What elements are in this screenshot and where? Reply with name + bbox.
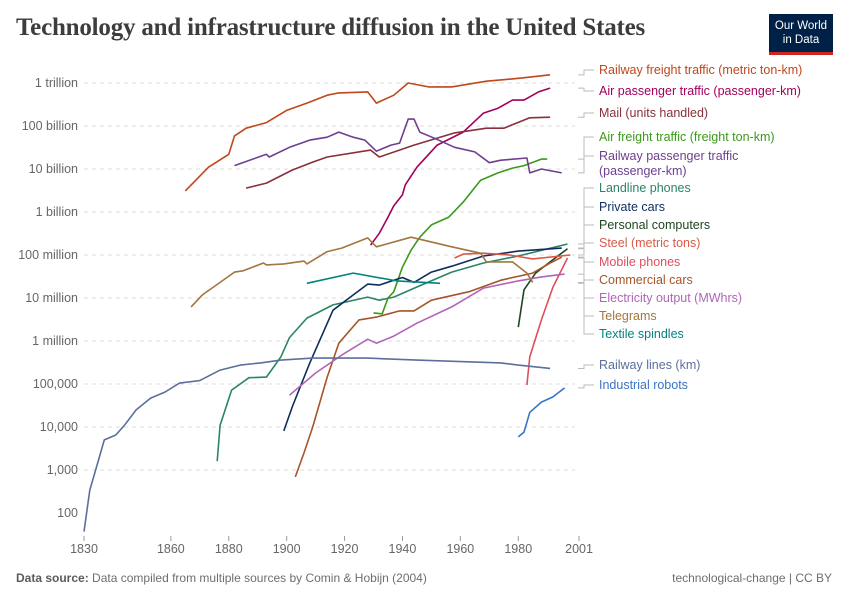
x-tick-label: 1960	[446, 542, 474, 556]
logo-line-1: Our World	[774, 20, 828, 32]
series-line	[369, 87, 551, 246]
legend-label: Commercial cars	[599, 273, 693, 287]
series-line	[190, 236, 534, 308]
series-line	[184, 74, 551, 192]
series-line	[216, 243, 568, 462]
legend-label: Air passenger traffic (passenger-km)	[599, 84, 801, 98]
legend-label: Railway freight traffic (metric ton-km)	[599, 63, 802, 77]
series-line	[294, 256, 563, 478]
x-tick-label: 1860	[157, 542, 185, 556]
series-line	[245, 116, 551, 189]
y-tick-label: 100 billion	[22, 119, 78, 133]
legend-connector	[578, 206, 594, 249]
legend-connector	[578, 273, 594, 299]
legend-label: Steel (metric tons)	[599, 236, 700, 250]
series-line	[83, 357, 551, 532]
legend-connector	[578, 257, 594, 263]
legend-label: Electricity output (MWhrs)	[599, 291, 742, 305]
legend-label: Industrial robots	[599, 378, 688, 392]
legend-label: Textile spindles	[599, 327, 684, 341]
legend-connector	[578, 224, 594, 250]
license-text[interactable]: technological-change | CC BY	[672, 571, 832, 585]
legend-label: Personal computers	[599, 218, 710, 232]
chart-title: Technology and infrastructure diffusion …	[16, 14, 646, 41]
legend-label: Private cars	[599, 200, 665, 214]
data-source: Data source: Data compiled from multiple…	[16, 571, 427, 585]
legend-connector	[578, 155, 594, 174]
legend-label: Railway passenger traffic (passenger-km)	[599, 149, 738, 178]
series-line	[517, 387, 566, 438]
x-tick-label: 1980	[504, 542, 532, 556]
series-line	[306, 272, 441, 285]
legend-label: Air freight traffic (freight ton-km)	[599, 130, 775, 144]
legend-label-line: Railway passenger traffic	[599, 149, 738, 163]
series-line	[454, 252, 571, 260]
legend-label: Mail (units handled)	[599, 106, 708, 120]
legend-connector	[578, 112, 594, 118]
x-tick-label: 2001	[565, 542, 593, 556]
source-text: Data compiled from multiple sources by C…	[92, 571, 427, 585]
legend-connector	[578, 87, 594, 92]
legend-connector	[578, 187, 594, 245]
y-tick-label: 10 million	[25, 291, 78, 305]
y-tick-label: 1 million	[32, 334, 78, 348]
y-tick-label: 10 billion	[29, 162, 78, 176]
legend-connector	[578, 69, 594, 76]
legend-connector	[578, 282, 594, 335]
legend-label: Railway lines (km)	[599, 358, 700, 372]
legend-connector	[578, 281, 594, 317]
y-tick-label: 1 billion	[36, 205, 78, 219]
owid-logo[interactable]: Our World in Data	[769, 14, 833, 55]
y-tick-label: 100 million	[18, 248, 78, 262]
legend-label: Mobile phones	[599, 255, 680, 269]
series-line	[517, 248, 568, 328]
logo-line-2: in Data	[782, 34, 820, 46]
legend-connector	[578, 364, 594, 369]
x-tick-label: 1900	[273, 542, 301, 556]
legend-connector	[578, 256, 594, 281]
series-line	[234, 118, 562, 174]
x-tick-label: 1830	[70, 542, 98, 556]
y-tick-label: 1 trillion	[35, 76, 78, 90]
legend-connector	[578, 136, 594, 160]
y-tick-label: 1,000	[47, 463, 78, 477]
legend-connector	[578, 384, 594, 389]
x-tick-label: 1940	[389, 542, 417, 556]
legend-label: Landline phones	[599, 181, 691, 195]
x-tick-label: 1880	[215, 542, 243, 556]
legend-connector	[578, 242, 594, 256]
legend-label: Telegrams	[599, 309, 657, 323]
y-tick-label: 100,000	[33, 377, 78, 391]
source-label: Data source:	[16, 571, 89, 585]
y-tick-label: 100	[57, 506, 78, 520]
y-tick-label: 10,000	[40, 420, 78, 434]
series-line	[373, 158, 548, 315]
x-tick-label: 1920	[331, 542, 359, 556]
legend-label-line: (passenger-km)	[599, 164, 687, 178]
